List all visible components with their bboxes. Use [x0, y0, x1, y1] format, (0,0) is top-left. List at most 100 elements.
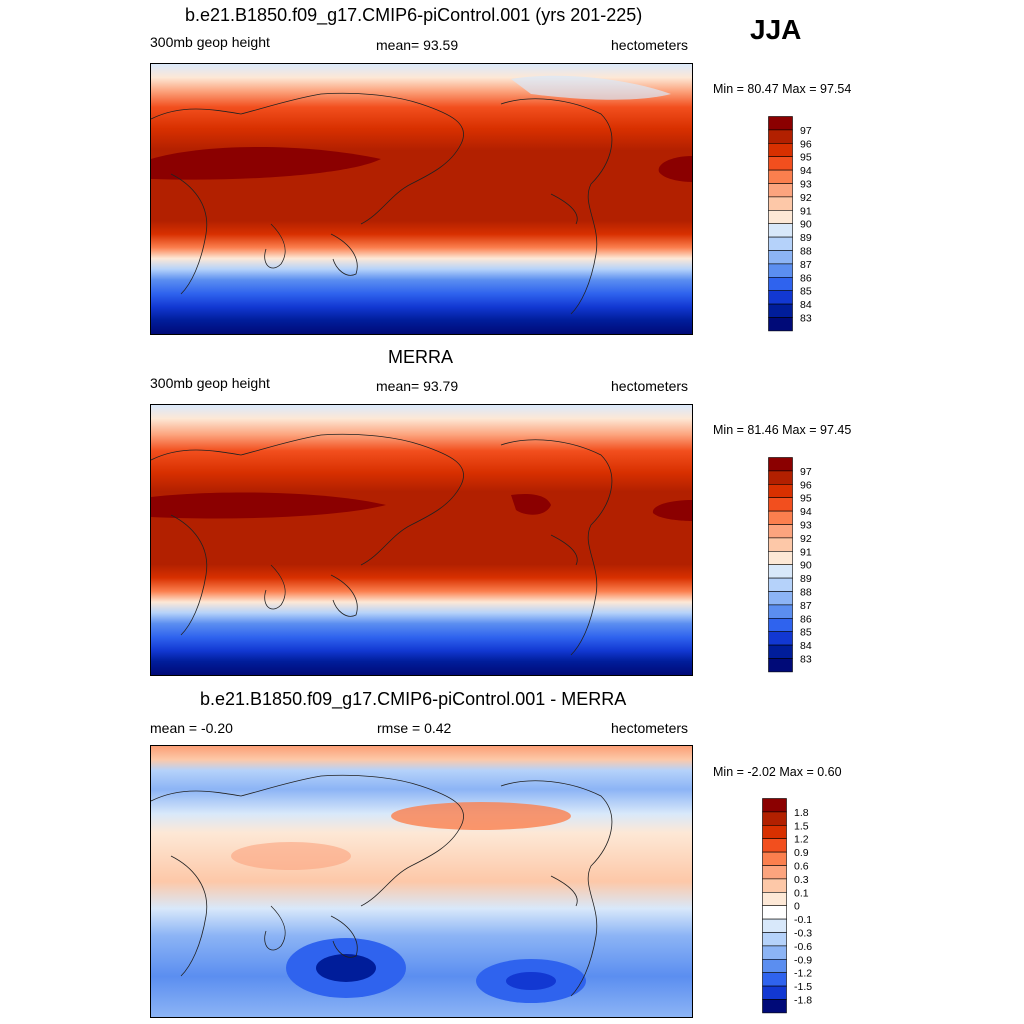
panel2-minmax-label: Min = 81.46 Max = 97.45 [713, 423, 852, 437]
colorbar-swatch [768, 644, 793, 659]
colorbar-label: 92 [800, 533, 812, 545]
colorbar-label: 91 [800, 546, 812, 558]
colorbar-swatch [762, 865, 787, 880]
colorbar-label: 87 [800, 600, 812, 612]
colorbar-swatch [768, 183, 793, 198]
colorbar-swatch [768, 317, 793, 332]
colorbar-swatch [768, 618, 793, 633]
colorbar-label: 83 [800, 654, 812, 666]
colorbar-swatch [762, 959, 787, 974]
panel1-map-canvas [151, 64, 692, 334]
colorbar-swatch [768, 290, 793, 305]
panel3-minmax-label: Min = -2.02 Max = 0.60 [713, 765, 842, 779]
colorbar-swatch [762, 905, 787, 920]
panel3-map [150, 745, 693, 1018]
colorbar-label: 0.6 [794, 861, 809, 873]
colorbar-swatch [768, 497, 793, 512]
colorbar-label: -0.9 [794, 954, 812, 966]
colorbar-swatch [762, 811, 787, 826]
colorbar-label: 90 [800, 219, 812, 231]
panel1-mean-label: mean= 93.59 [376, 37, 459, 53]
colorbar-swatch [768, 470, 793, 485]
colorbar-swatch [768, 142, 793, 157]
colorbar-swatch [768, 537, 793, 552]
colorbar-label: 93 [800, 520, 812, 532]
colorbar-swatch [762, 838, 787, 853]
colorbar-label: 93 [800, 179, 812, 191]
colorbar-label: 88 [800, 587, 812, 599]
panel3-negative-anomaly-2-core [506, 972, 556, 990]
colorbar-label: -1.5 [794, 981, 812, 993]
colorbar-swatch [762, 878, 787, 893]
colorbar-swatch [768, 250, 793, 265]
colorbar-swatch [762, 945, 787, 960]
colorbar-swatch [762, 918, 787, 933]
panel3-title: b.e21.B1850.f09_g17.CMIP6-piControl.001 … [200, 689, 627, 709]
colorbar-label: 85 [800, 627, 812, 639]
colorbar-swatch [768, 129, 793, 144]
colorbar-swatch [762, 892, 787, 907]
colorbar-swatch [768, 524, 793, 539]
panel3-legend: 1.8 1.5 1.2 0.9 0.6 0.3 0.1 0 -0.1 -0.3 -0.6 -0.9 -1… [762, 798, 826, 1014]
panel2-legend: 97 96 95 94 93 92 91 90 89 88 87 86 85 84 83 [768, 457, 832, 673]
colorbar-label: -1.2 [794, 968, 812, 980]
season-label: JJA [750, 14, 802, 45]
panel1-variable-label: 300mb geop height [150, 34, 270, 50]
panel3-colorbar: 1.81.5 1.20.9 0.60.30.1 0-0.1 -0.3-0.6-0.9 -1… [762, 798, 812, 1014]
panel1-minmax-label: Min = 80.47 Max = 97.54 [713, 82, 852, 96]
colorbar-swatch [768, 577, 793, 592]
colorbar-label: 84 [800, 299, 812, 311]
colorbar-swatch [768, 457, 793, 472]
panel1-coastlines [151, 92, 613, 315]
colorbar-label: 96 [800, 479, 812, 491]
colorbar-swatch [768, 223, 793, 238]
panel1-max-band-asia [151, 146, 381, 180]
panel1-legend: 97 96 95 94 93 92 91 90 89 88 87 86 85 84 83 [768, 116, 832, 332]
colorbar-swatch [768, 263, 793, 278]
colorbar-label: 0.3 [794, 874, 809, 886]
colorbar-label: -1.8 [794, 995, 812, 1007]
colorbar-swatch [762, 798, 787, 813]
colorbar-label: 1.8 [794, 807, 809, 819]
panel1-units-label: hectometers [611, 37, 689, 53]
panel1-arctic-low [511, 75, 671, 100]
colorbar-swatch [768, 551, 793, 566]
colorbar-swatch [762, 972, 787, 987]
colorbar-label: 94 [800, 165, 812, 177]
panel3-coastlines [151, 774, 613, 997]
panel3-positive-anomaly-asia [231, 842, 351, 870]
panel1-max-band-atlantic [658, 156, 692, 182]
colorbar-swatch [768, 631, 793, 646]
panel2-variable-label: 300mb geop height [150, 375, 270, 391]
colorbar-label: 92 [800, 192, 812, 204]
colorbar-swatch [768, 658, 793, 673]
panel2-coastlines [151, 433, 613, 656]
colorbar-label: 88 [800, 246, 812, 258]
colorbar-label: 0 [794, 901, 800, 913]
colorbar-label: 96 [800, 138, 812, 150]
panel1-map [150, 63, 693, 335]
panel2-max-band-asia [151, 492, 386, 519]
colorbar-swatch [768, 116, 793, 131]
colorbar-label: 83 [800, 313, 812, 325]
colorbar-label: 86 [800, 272, 812, 284]
panel2-map [150, 404, 693, 676]
colorbar-swatch [768, 277, 793, 292]
colorbar-swatch [762, 985, 787, 1000]
colorbar-label: -0.1 [794, 914, 812, 926]
colorbar-label: 95 [800, 152, 812, 164]
panel3-mean-label: mean = -0.20 [150, 720, 233, 736]
colorbar-label: 85 [800, 286, 812, 298]
colorbar-swatch [768, 210, 793, 225]
panel3-map-canvas [151, 746, 692, 1017]
colorbar-label: 97 [800, 466, 812, 478]
colorbar-swatch [768, 169, 793, 184]
colorbar-swatch [762, 824, 787, 839]
colorbar-label: 86 [800, 613, 812, 625]
colorbar-label: 0.1 [794, 887, 809, 899]
panel2-max-band-atlantic [652, 500, 692, 521]
colorbar-label: 89 [800, 573, 812, 585]
colorbar-label: 1.2 [794, 834, 809, 846]
colorbar-label: 95 [800, 493, 812, 505]
